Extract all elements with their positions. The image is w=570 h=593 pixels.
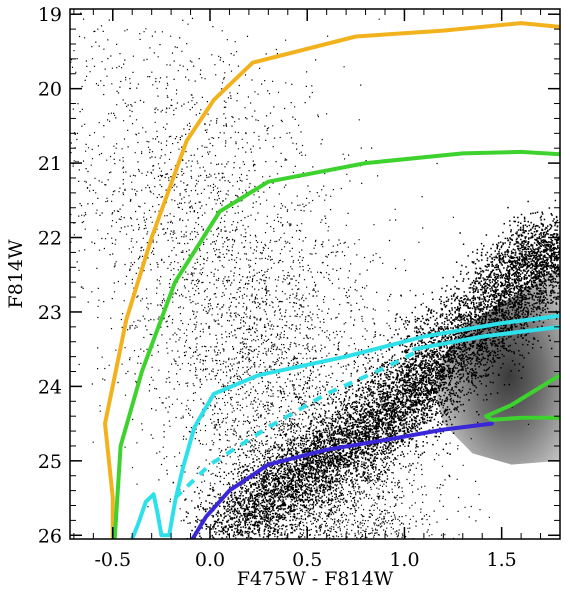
series-line-7 <box>190 421 494 539</box>
y-tick-label: 19 <box>38 4 62 26</box>
y-tick-label: 20 <box>38 79 62 101</box>
y-axis-title: F814W <box>5 239 27 308</box>
y-tick-label: 26 <box>38 525 62 547</box>
y-tick-label: 25 <box>38 451 62 473</box>
x-axis-title: F475W - F814W <box>237 568 394 590</box>
series-line-5 <box>412 324 560 352</box>
isochrone-series-layer <box>103 21 560 539</box>
x-axis: -0.5 0.0 0.5 1.0 1.5 <box>73 9 542 571</box>
x-tick-label: 1.5 <box>487 549 517 571</box>
plot-area <box>70 12 560 539</box>
y-tick-label: 21 <box>38 153 62 175</box>
x-tick-label: 1.0 <box>389 549 419 571</box>
y-axis: 19 20 21 22 23 24 25 26 <box>38 4 560 547</box>
y-tick-label: 23 <box>38 302 62 324</box>
x-tick-label: 0.5 <box>292 549 322 571</box>
stellar-density-background <box>70 12 560 539</box>
series-line-6 <box>173 351 416 500</box>
x-tick-label: -0.5 <box>94 549 131 571</box>
series-line-3 <box>484 373 560 422</box>
series-line-1 <box>103 21 560 539</box>
star-points <box>70 12 560 539</box>
x-tick-label: 0.0 <box>195 549 225 571</box>
density-shading <box>433 267 560 465</box>
plot-frame <box>69 8 561 540</box>
y-tick-label: 22 <box>38 228 62 250</box>
y-tick-label: 24 <box>38 376 62 398</box>
series-line-4 <box>130 313 560 539</box>
series-line-2 <box>112 149 560 539</box>
